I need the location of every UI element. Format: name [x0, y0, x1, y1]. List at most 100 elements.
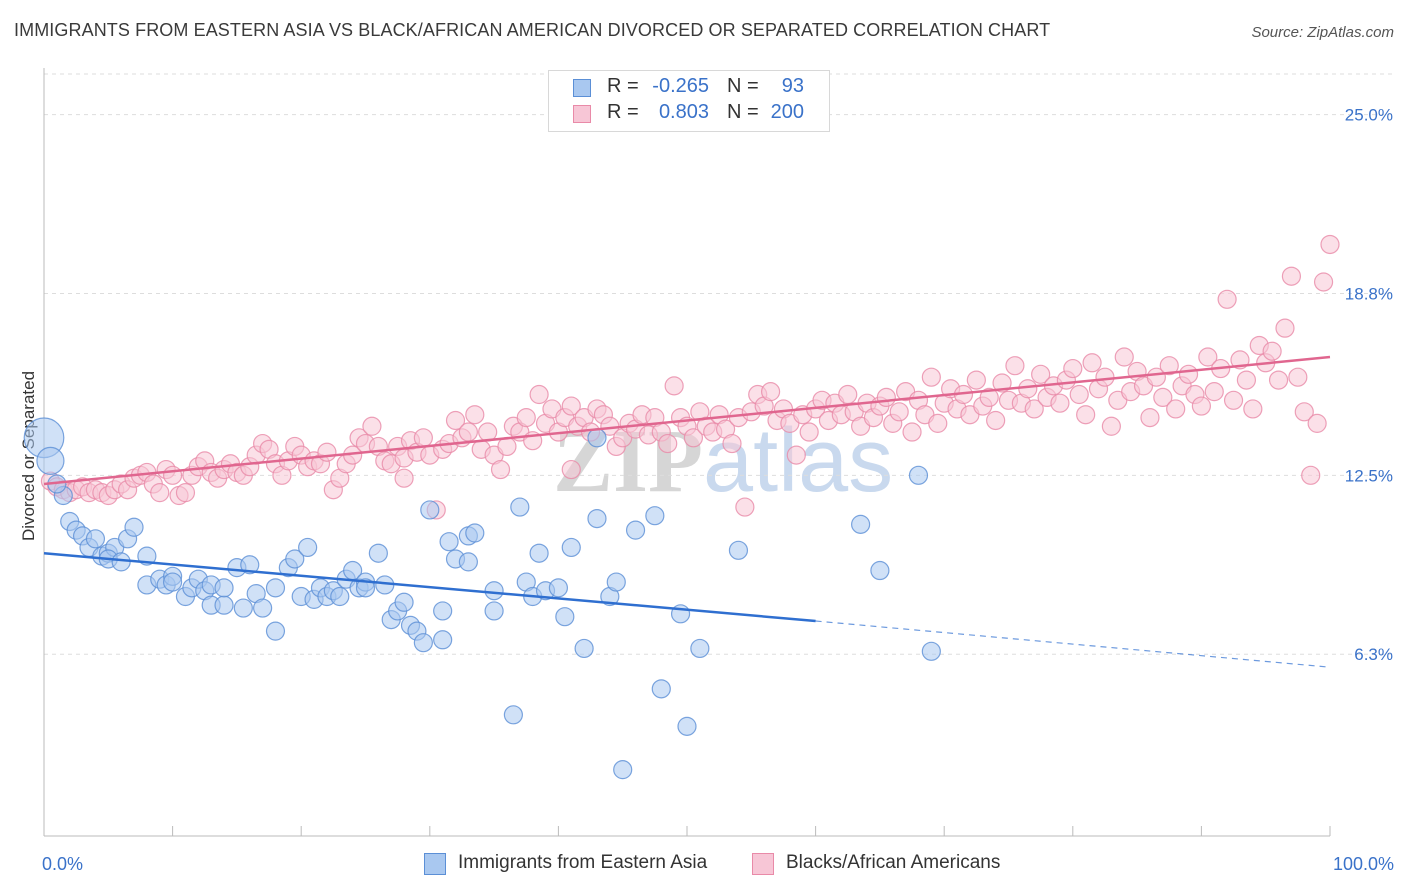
black-african-point: [664, 376, 684, 396]
eastern-asia-point: [690, 638, 710, 659]
eastern-asia-point: [645, 506, 665, 526]
eastern-asia-point: [233, 598, 253, 618]
eastern-asia-point: [265, 621, 286, 641]
legend-pink-swatch: [573, 105, 591, 123]
eastern-asia-point: [728, 540, 749, 560]
legend-blue-n-value: 93: [781, 75, 804, 97]
black-african-point: [163, 465, 183, 485]
eastern-asia-point: [124, 517, 144, 537]
black-african-point: [561, 459, 581, 480]
black-african-point: [1159, 356, 1179, 376]
black-african-point: [1018, 379, 1038, 399]
black-african-point: [362, 416, 382, 436]
black-african-point: [1166, 399, 1186, 419]
black-african-point: [1069, 384, 1089, 405]
black-african-point: [1243, 399, 1263, 419]
legend-blue-n-label: N =: [727, 75, 759, 97]
eastern-asia-point: [587, 508, 607, 529]
eastern-asia-point: [420, 500, 440, 520]
legend-pink-n-label: N =: [727, 101, 759, 123]
legend-blue-r-value: -0.265: [652, 75, 709, 97]
y-tick-label: 25.0%: [1345, 106, 1393, 125]
black-african-point: [1262, 341, 1282, 361]
black-african-point: [1050, 393, 1070, 413]
black-african-point: [1063, 358, 1083, 379]
black-african-point: [1275, 318, 1295, 338]
legend-eastern-asia-label: Immigrants from Eastern Asia: [458, 852, 708, 873]
eastern-asia-point: [510, 497, 530, 517]
eastern-asia-point: [368, 543, 388, 563]
eastern-asia-point: [394, 592, 414, 612]
eastern-asia-point: [330, 586, 350, 607]
legend-row-blue: R = -0.265 N = 93: [549, 75, 829, 101]
black-african-point: [394, 468, 414, 488]
black-african-point: [1024, 399, 1044, 419]
eastern-asia-point: [355, 578, 376, 598]
black-african-point: [1301, 465, 1321, 485]
y-tick-label: 6.3%: [1354, 645, 1393, 664]
eastern-asia-point: [677, 716, 697, 736]
eastern-asia-point: [651, 679, 671, 699]
eastern-asia-point: [458, 552, 478, 572]
eastern-asia-point: [908, 465, 929, 485]
black-african-point: [799, 422, 819, 442]
black-african-point: [1313, 272, 1334, 292]
y-tick-label: 18.8%: [1345, 285, 1393, 304]
black-african-point: [458, 422, 478, 442]
black-african-point: [1307, 413, 1327, 433]
black-african-point: [658, 433, 678, 454]
black-african-point: [735, 497, 755, 517]
source-note: Source: ZipAtlas.com: [1251, 24, 1394, 41]
black-african-point: [1095, 367, 1115, 387]
eastern-asia-point: [606, 572, 626, 592]
legend-black-african-swatch: [752, 853, 774, 875]
eastern-asia-point: [561, 537, 581, 558]
black-african-point: [1223, 390, 1244, 410]
legend-pink-n-value: 200: [770, 101, 804, 123]
eastern-asia-point: [433, 630, 453, 650]
x-tick-label-min: 0.0%: [42, 854, 83, 874]
black-african-point: [445, 410, 466, 431]
eastern-asia-point: [265, 578, 286, 598]
eastern-asia-point: [439, 532, 459, 552]
eastern-asia-point: [484, 601, 504, 621]
legend-eastern-asia-swatch: [424, 853, 446, 875]
black-african-point: [876, 387, 896, 408]
black-african-point: [1236, 370, 1257, 390]
black-african-point: [1153, 387, 1173, 408]
black-african-point: [966, 370, 986, 390]
black-african-point: [150, 483, 170, 503]
eastern-asia-point: [214, 595, 234, 615]
black-african-trendline: [43, 355, 1331, 486]
eastern-asia-point: [253, 598, 273, 618]
black-african-point: [1320, 234, 1340, 255]
eastern-asia-point: [548, 578, 569, 598]
legend-black-african-label: Blacks/African Americans: [786, 852, 1001, 873]
black-african-point: [992, 373, 1012, 393]
legend-blue-swatch: [573, 79, 591, 97]
black-african-point: [413, 428, 433, 448]
black-african-point: [317, 442, 337, 462]
eastern-asia-point: [529, 543, 549, 563]
eastern-asia-point: [870, 560, 890, 581]
black-african-point: [683, 428, 704, 448]
legend-pink-r-value: 0.803: [658, 101, 709, 123]
stats-legend: R = -0.265 N = 93 R = 0.803 N = 200: [548, 70, 830, 132]
black-african-point: [921, 367, 941, 387]
eastern-asia-point: [921, 641, 941, 661]
eastern-asia-point: [111, 552, 131, 572]
x-tick-label-max: 100.0%: [1333, 854, 1394, 874]
black-african-point: [516, 408, 536, 428]
black-african-point: [722, 433, 742, 454]
black-african-point: [1294, 402, 1314, 422]
black-african-point: [1217, 289, 1237, 309]
legend-pink-r-label: R =: [607, 101, 639, 123]
black-african-point: [490, 459, 511, 480]
black-african-point: [497, 436, 517, 457]
legend-item-black-african: Blacks/African Americans: [752, 852, 1052, 876]
black-african-point: [529, 384, 549, 405]
black-african-point: [902, 422, 922, 442]
y-axis-label: Divorced or Separated: [19, 371, 38, 541]
black-african-point: [760, 382, 781, 402]
